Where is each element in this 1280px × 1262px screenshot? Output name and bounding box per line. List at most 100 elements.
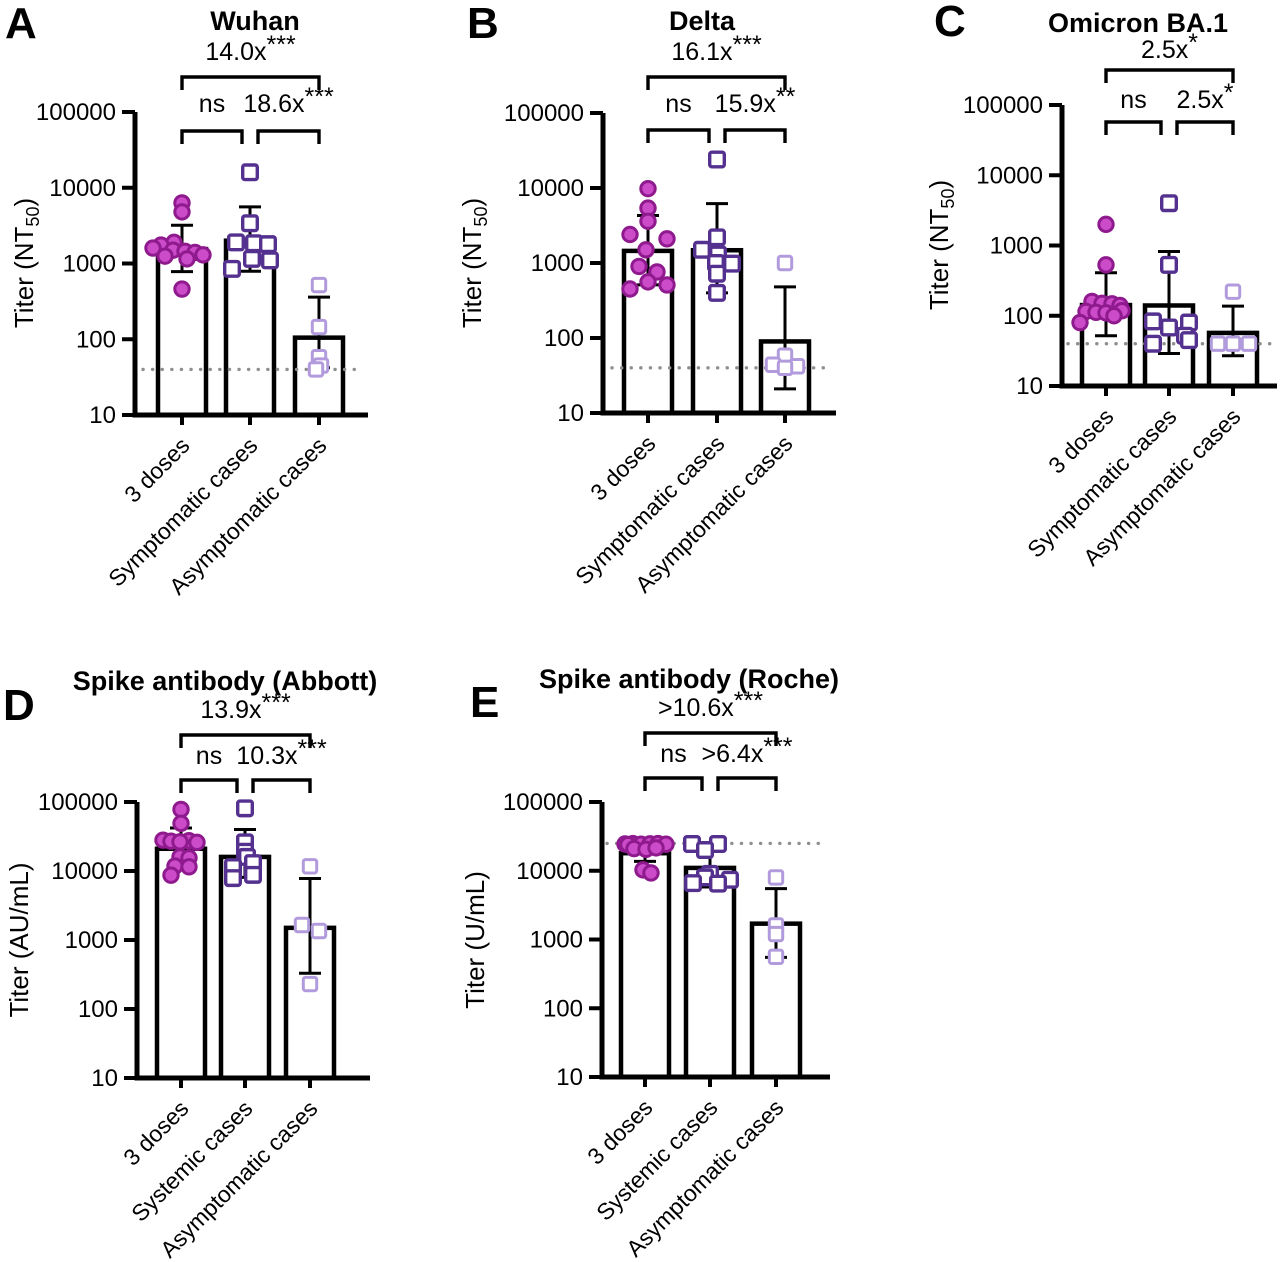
- comparison-bracket: [179, 733, 312, 748]
- category-label: Systemic cases: [591, 1094, 722, 1225]
- comparison-label: 10.3x***: [236, 735, 327, 770]
- data-point: [776, 359, 794, 377]
- y-tick-label: 10000: [517, 175, 584, 202]
- panel-title: Spike antibody (Roche): [539, 664, 839, 694]
- data-point: [708, 264, 727, 283]
- data-point: [709, 874, 728, 893]
- y-tick-label: 100: [1003, 303, 1043, 330]
- data-point: [1224, 283, 1242, 300]
- data-point: [776, 254, 794, 272]
- comparison-bracket: [251, 778, 312, 793]
- bar-3-doses: [618, 850, 672, 1080]
- comparison-bracket: [646, 75, 787, 90]
- comparison-label: 16.1x***: [671, 31, 762, 66]
- y-tick-label: 100000: [38, 789, 118, 816]
- y-tick-label: 10: [556, 1064, 583, 1091]
- data-point: [708, 228, 727, 247]
- data-point: [235, 799, 254, 818]
- comparison-label: ns: [660, 740, 686, 768]
- comparison-bracket: [646, 128, 711, 143]
- panel-title: Omicron BA.1: [1048, 8, 1228, 38]
- data-point: [723, 254, 742, 273]
- data-point: [1240, 335, 1258, 352]
- data-point: [194, 246, 212, 264]
- comparison-bracket: [180, 75, 321, 90]
- data-point: [647, 839, 665, 857]
- data-point: [639, 273, 657, 291]
- y-axis-label: Titer (NT50): [9, 198, 43, 328]
- comparison-label: ns: [196, 742, 222, 770]
- comparison-label: >6.4x***: [701, 733, 792, 768]
- data-point: [144, 239, 162, 257]
- data-point: [708, 283, 727, 302]
- data-point: [310, 318, 328, 336]
- data-point: [683, 874, 702, 893]
- data-point: [156, 247, 174, 265]
- comparison-bracket: [643, 731, 778, 746]
- data-point: [1105, 307, 1123, 325]
- comparison-label: ns: [1120, 86, 1146, 114]
- data-point: [293, 916, 311, 934]
- data-point: [1160, 318, 1179, 337]
- comparison-bracket: [716, 776, 778, 791]
- panel-letter: E: [470, 678, 499, 727]
- comparison-label: 18.6x***: [243, 83, 334, 118]
- data-point: [240, 163, 259, 182]
- data-point: [767, 948, 785, 966]
- panel-letter: A: [5, 0, 37, 48]
- data-point: [261, 251, 280, 270]
- data-point: [1160, 194, 1179, 213]
- y-tick-label: 1000: [65, 927, 118, 954]
- y-tick-label: 100: [544, 325, 584, 352]
- data-point: [658, 276, 676, 294]
- data-point: [767, 869, 785, 886]
- y-axis-label: Titer (NT50): [457, 198, 491, 328]
- data-point: [222, 259, 241, 278]
- comparison-label: ns: [199, 90, 225, 118]
- comparison-bracket: [643, 776, 704, 791]
- data-point: [240, 214, 259, 233]
- data-point: [621, 225, 639, 244]
- data-point: [637, 241, 655, 259]
- y-tick-label: 10000: [49, 175, 116, 202]
- data-point: [642, 864, 660, 882]
- y-tick-label: 1000: [990, 233, 1043, 260]
- data-point: [621, 280, 639, 298]
- data-point: [693, 240, 712, 259]
- data-point: [301, 975, 319, 993]
- y-axis-label: Titer (AU/mL): [4, 862, 34, 1017]
- y-tick-label: 100: [78, 996, 118, 1023]
- data-point: [1180, 331, 1199, 350]
- data-point: [173, 280, 191, 298]
- y-tick-label: 10: [91, 1065, 118, 1092]
- data-point: [658, 230, 676, 248]
- panel-spike-abbott: D Spike antibody (Abbott)13.9x*** ns 10.3x*…: [3, 666, 377, 1262]
- y-tick-label: 100000: [504, 100, 584, 127]
- y-tick-label: 10: [557, 400, 584, 427]
- data-point: [242, 249, 261, 268]
- comparison-bracket: [1104, 120, 1163, 135]
- y-tick-label: 100000: [36, 99, 116, 126]
- y-tick-label: 100: [543, 995, 583, 1022]
- data-point: [1209, 335, 1227, 352]
- data-point: [1144, 334, 1163, 353]
- comparison-label: 2.5x*: [1141, 29, 1198, 64]
- comparison-label: 2.5x*: [1177, 79, 1234, 114]
- data-point: [243, 865, 262, 884]
- y-tick-label: 10000: [516, 858, 583, 885]
- data-point: [1224, 335, 1242, 352]
- data-point: [630, 257, 648, 276]
- data-point: [178, 250, 196, 268]
- data-point: [1097, 215, 1115, 234]
- comparison-label: 13.9x***: [200, 689, 291, 724]
- data-point: [310, 922, 328, 940]
- comparison-label: ns: [665, 90, 691, 118]
- data-point: [307, 361, 325, 378]
- panel-omicron: C Omicron BA.12.5x*ns 2.5x*Titer (NT50)100…: [924, 0, 1277, 571]
- data-point: [1144, 312, 1163, 331]
- y-tick-label: 100000: [503, 789, 583, 816]
- data-point: [708, 150, 727, 169]
- data-point: [1071, 313, 1089, 332]
- data-point: [310, 276, 328, 294]
